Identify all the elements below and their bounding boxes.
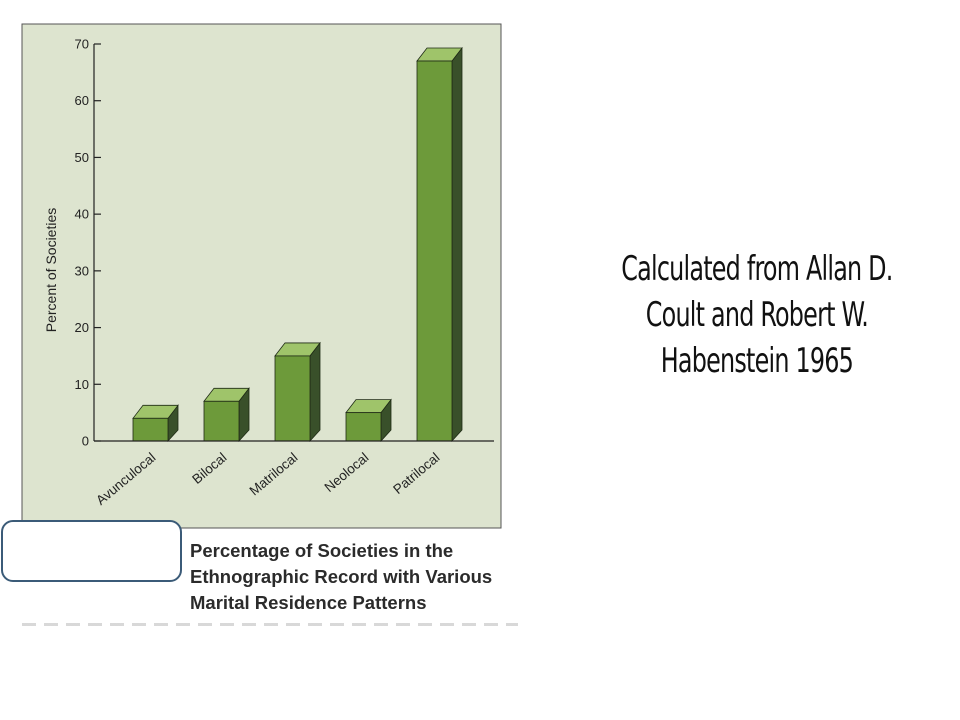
y-tick-label: 50 (75, 150, 89, 165)
bar (345, 398, 392, 443)
bar-side (309, 341, 321, 443)
y-tick-label: 10 (75, 377, 89, 392)
caption-line: Ethnographic Record with Various (190, 566, 493, 587)
source-line: Coult and Robert W. (645, 295, 869, 335)
bar (416, 46, 463, 443)
y-tick-label: 0 (82, 434, 89, 449)
faded-footnote (22, 623, 518, 626)
source-citation: Calculated from Allan D. Coult and Rober… (597, 246, 917, 384)
y-tick-label: 20 (75, 320, 89, 335)
y-tick-label: 30 (75, 263, 89, 278)
source-line: Habenstein 1965 (660, 341, 854, 381)
bar-front (274, 355, 311, 442)
bar (132, 404, 179, 443)
y-axis: 0 10 20 30 40 50 60 70 (75, 37, 101, 449)
bar-front (132, 417, 169, 442)
bar (203, 387, 250, 443)
bars-group (132, 46, 463, 443)
bar-front (416, 60, 453, 442)
y-tick-label: 70 (75, 37, 89, 52)
caption-line: Percentage of Societies in the (190, 540, 454, 561)
bar-front (345, 412, 382, 442)
bar (274, 341, 321, 443)
source-line: Calculated from Allan D. (621, 249, 893, 289)
y-axis-title: Percent of Societies (43, 208, 59, 333)
caption-line: Marital Residence Patterns (190, 592, 427, 613)
figure-caption: Percentage of Societies in the Ethnograp… (190, 538, 550, 616)
bar-side (451, 46, 463, 443)
blank-label-box (1, 520, 182, 582)
y-tick-label: 40 (75, 207, 89, 222)
y-tick-label: 60 (75, 93, 89, 108)
bar-front (203, 400, 240, 442)
